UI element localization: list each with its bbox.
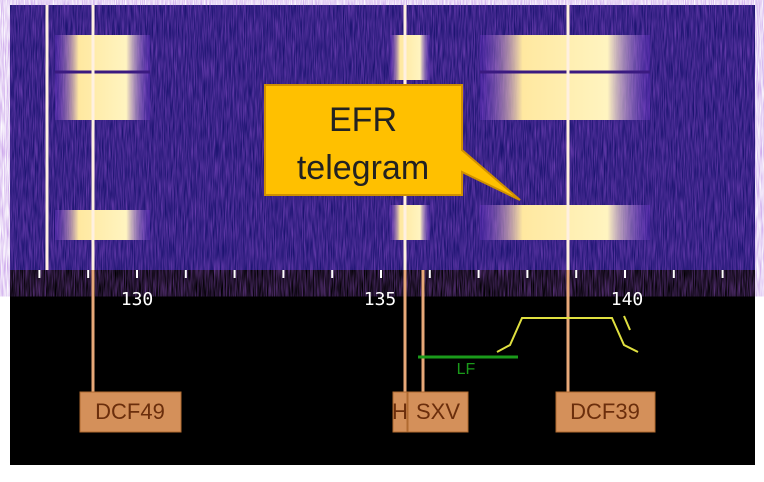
scale-label: 140 — [611, 289, 644, 310]
callout-text: telegram — [297, 149, 429, 187]
filter-label: LF — [457, 361, 476, 378]
station-label: DCF39 — [570, 399, 640, 424]
screenshot: 130 135 140 LF DCF49 H SXV DCF39 EFR tel… — [0, 0, 764, 482]
signal-band — [480, 205, 650, 240]
signal-band — [480, 35, 650, 120]
signal-band — [55, 35, 150, 120]
signal-band — [55, 210, 150, 240]
signal-band — [390, 35, 430, 80]
scale-label: 135 — [364, 289, 397, 310]
callout-text: EFR — [329, 101, 397, 139]
station-label: DCF49 — [95, 399, 165, 424]
signal-band — [390, 205, 430, 240]
scale-label: 130 — [121, 289, 154, 310]
station-label: SXV — [416, 399, 460, 424]
station-label: H — [392, 399, 408, 424]
